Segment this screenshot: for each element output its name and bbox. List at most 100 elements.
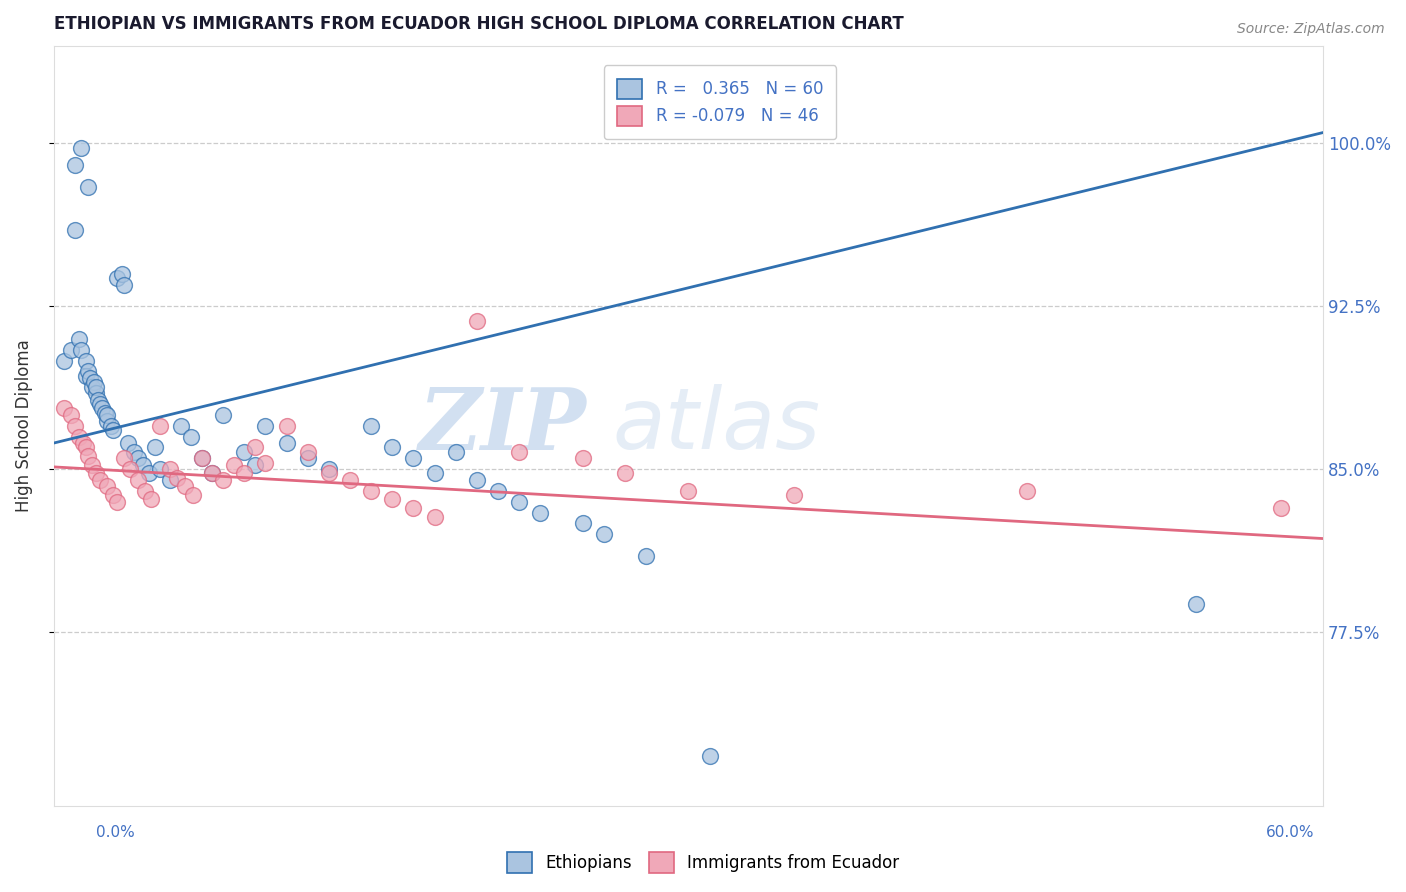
Point [276, 418, 298, 433]
Point [75, 368, 97, 383]
Point [402, 501, 425, 516]
Text: Source: ZipAtlas.com: Source: ZipAtlas.com [1237, 22, 1385, 37]
Point [233, 467, 256, 481]
Point [297, 444, 319, 458]
Text: 0.0%: 0.0% [96, 825, 135, 840]
Point [89, 397, 111, 411]
Point [59, 408, 82, 422]
Point [145, 441, 167, 455]
Point [149, 418, 172, 433]
Text: ETHIOPIAN VS IMMIGRANTS FROM ECUADOR HIGH SCHOOL DIPLOMA CORRELATION CHART: ETHIOPIAN VS IMMIGRANTS FROM ECUADOR HIG… [53, 15, 904, 33]
Point [191, 451, 214, 466]
Point [183, 488, 205, 502]
Point [276, 436, 298, 450]
Point [76, 364, 98, 378]
Point [174, 479, 197, 493]
Point [360, 483, 382, 498]
Point [70, 141, 93, 155]
Point [180, 429, 202, 443]
Point [254, 456, 277, 470]
Point [212, 408, 235, 422]
Point [149, 462, 172, 476]
Point [141, 492, 163, 507]
Point [614, 467, 637, 481]
Point [699, 748, 721, 763]
Point [76, 179, 98, 194]
Point [75, 353, 97, 368]
Legend: Ethiopians, Immigrants from Ecuador: Ethiopians, Immigrants from Ecuador [501, 846, 905, 880]
Point [254, 418, 277, 433]
Point [75, 441, 97, 455]
Point [465, 473, 488, 487]
Point [508, 444, 530, 458]
Point [112, 277, 135, 292]
Point [423, 509, 446, 524]
Point [243, 458, 266, 472]
Point [486, 483, 509, 498]
Point [222, 458, 245, 472]
Point [84, 379, 107, 393]
Point [53, 401, 76, 416]
Y-axis label: High School Diploma: High School Diploma [15, 339, 32, 512]
Point [87, 392, 110, 407]
Point [465, 314, 488, 328]
Point [70, 343, 93, 357]
Point [63, 158, 86, 172]
Point [96, 479, 118, 493]
Point [118, 462, 141, 476]
Point [79, 371, 101, 385]
Point [159, 462, 181, 476]
Point [381, 441, 404, 455]
Point [529, 506, 551, 520]
Point [112, 451, 135, 466]
Point [83, 376, 105, 390]
Point [67, 429, 90, 443]
Text: ZIP: ZIP [419, 384, 586, 467]
Point [131, 458, 153, 472]
Point [783, 488, 806, 502]
Point [110, 267, 132, 281]
Point [67, 332, 90, 346]
Point [134, 483, 156, 498]
Point [201, 467, 224, 481]
Point [636, 549, 658, 563]
Point [191, 451, 214, 466]
Point [170, 418, 193, 433]
Point [678, 483, 700, 498]
Point [96, 408, 118, 422]
Point [91, 401, 114, 416]
Point [318, 462, 340, 476]
Point [59, 343, 82, 357]
Point [63, 223, 86, 237]
Point [318, 467, 340, 481]
Point [339, 473, 361, 487]
Point [201, 467, 224, 481]
Point [571, 516, 593, 531]
Point [233, 444, 256, 458]
Point [381, 492, 404, 507]
Point [53, 353, 76, 368]
Point [166, 471, 188, 485]
Point [127, 473, 149, 487]
Point [84, 467, 107, 481]
Point [127, 451, 149, 466]
Point [1185, 597, 1208, 611]
Point [592, 527, 614, 541]
Point [89, 473, 111, 487]
Point [93, 406, 115, 420]
Point [159, 473, 181, 487]
Text: 60.0%: 60.0% [1267, 825, 1315, 840]
Point [1270, 501, 1292, 516]
Point [80, 458, 103, 472]
Point [101, 488, 124, 502]
Point [444, 444, 467, 458]
Point [1015, 483, 1038, 498]
Point [96, 414, 118, 428]
Point [402, 451, 425, 466]
Point [105, 494, 128, 508]
Point [72, 436, 94, 450]
Point [105, 271, 128, 285]
Point [80, 379, 103, 393]
Point [571, 451, 593, 466]
Point [360, 418, 382, 433]
